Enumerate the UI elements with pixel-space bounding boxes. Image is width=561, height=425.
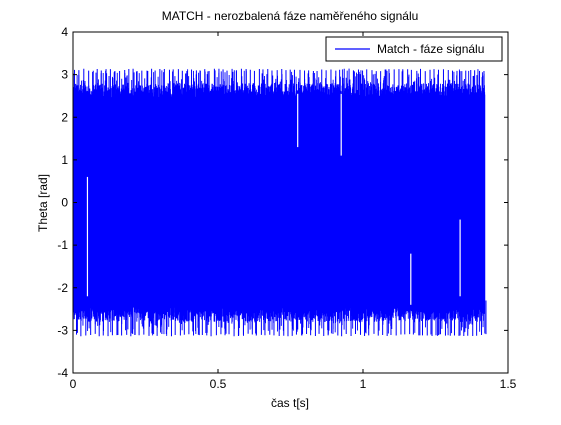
y-tick-label: 2	[61, 110, 68, 124]
y-tick-label: 3	[61, 68, 68, 82]
y-tick-label: 4	[61, 25, 68, 39]
x-tick-label: 1.5	[500, 377, 517, 391]
y-tick-label: -4	[57, 366, 68, 380]
series-peaks	[74, 68, 487, 337]
chart-title: MATCH - nerozbalená fáze naměřeného sign…	[162, 9, 419, 23]
x-tick-label: 0.5	[210, 377, 227, 391]
legend-label: Match - fáze signálu	[377, 42, 484, 56]
series-dense-band	[73, 112, 485, 293]
y-axis-label: Theta [rad]	[36, 174, 50, 232]
signal-series	[72, 68, 487, 337]
x-tick-label: 0	[70, 377, 77, 391]
legend: Match - fáze signálu	[325, 36, 503, 62]
x-axis: 0 0.5 1 1.5	[70, 32, 517, 391]
y-tick-label: 1	[61, 153, 68, 167]
y-axis: -4 -3 -2 -1 0 1 2 3 4	[57, 25, 508, 380]
y-tick-label: -2	[57, 281, 68, 295]
y-tick-label: 0	[61, 196, 68, 210]
x-tick-label: 1	[360, 377, 367, 391]
y-tick-label: -3	[57, 323, 68, 337]
plot-area	[72, 31, 509, 374]
y-tick-label: -1	[57, 238, 68, 252]
x-axis-label: čas t[s]	[271, 396, 309, 410]
